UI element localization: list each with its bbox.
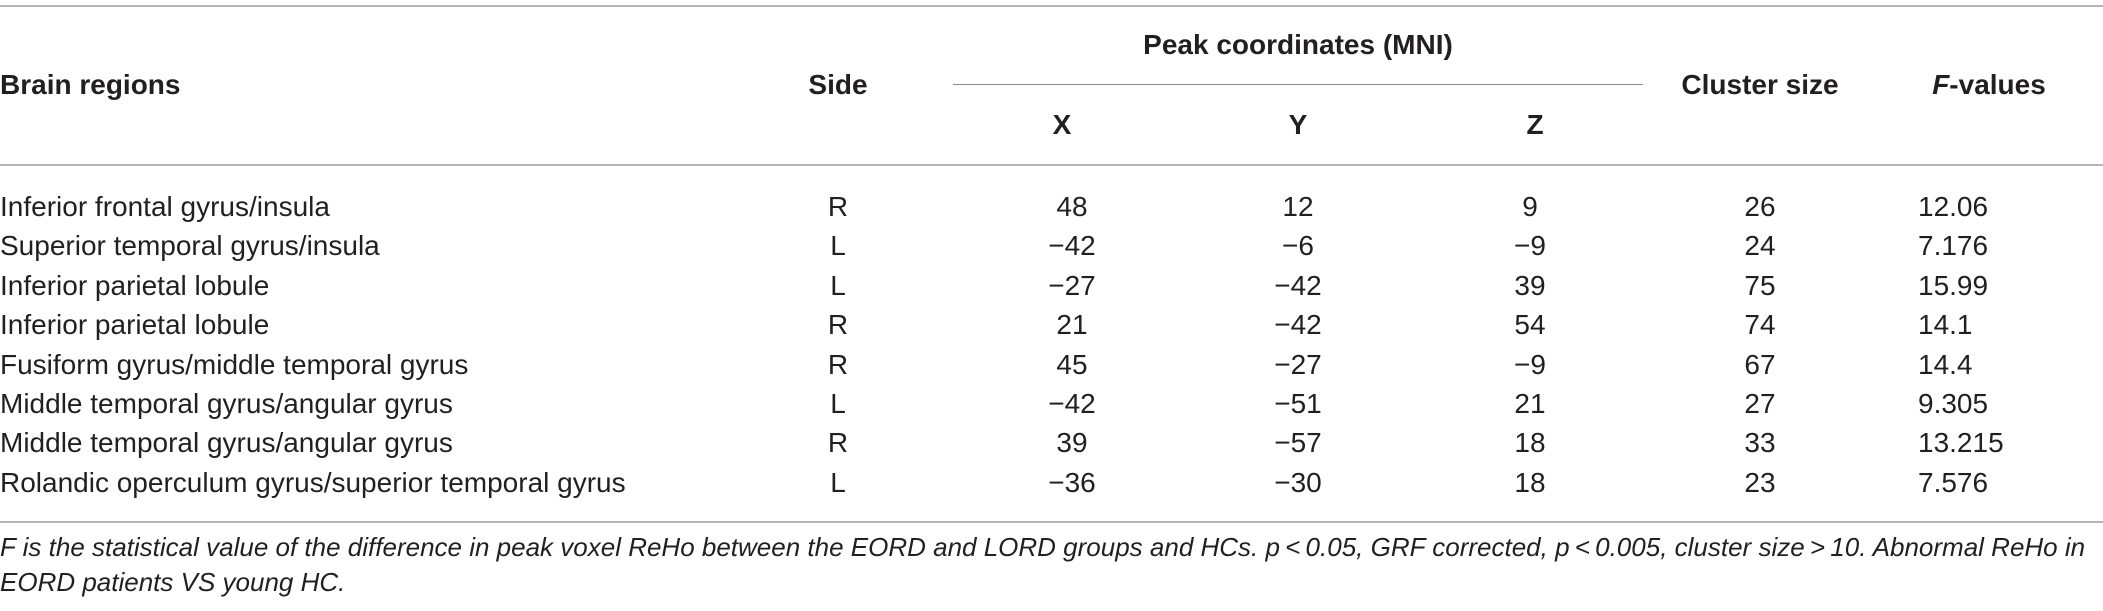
cell-f-value: 14.1 — [1918, 309, 1973, 341]
cell-brain-region: Middle temporal gyrus/angular gyrus — [0, 388, 453, 419]
cell-y: 12 — [1282, 191, 1314, 222]
cell-f-value: 9.305 — [1918, 388, 1989, 419]
cell-cluster-size: 24 — [1744, 230, 1776, 262]
table-header-rule — [0, 164, 2103, 166]
cell-y: −6 — [1282, 230, 1314, 262]
cell-z: 54 — [1514, 309, 1546, 341]
cell-side: R — [827, 348, 849, 380]
cell-x: 45 — [1056, 348, 1088, 380]
cell-cluster-size: 75 — [1744, 269, 1776, 301]
peak-coordinates-subrule — [953, 84, 1643, 85]
cell-brain-region: Inferior parietal lobule — [0, 309, 270, 341]
cell-z: −9 — [1514, 348, 1546, 380]
cell-x: 21 — [1056, 309, 1088, 341]
cell-f-value: 15.99 — [1918, 269, 1989, 301]
cell-cluster-size: 67 — [1744, 348, 1776, 380]
cell-brain-region: Inferior parietal lobule — [0, 269, 270, 301]
cell-cluster-size: 27 — [1744, 388, 1776, 419]
cell-side: L — [830, 466, 846, 498]
cell-x: 39 — [1056, 427, 1088, 459]
cell-y: −57 — [1274, 427, 1322, 459]
header-side: Side — [808, 69, 868, 100]
header-peak-coordinates: Peak coordinates (MNI) — [1143, 29, 1453, 60]
table-row: Middle temporal gyrus/angular gyrus L −42 −… — [0, 384, 2103, 423]
header-y: Y — [1288, 109, 1308, 140]
cell-brain-region: Middle temporal gyrus/angular gyrus — [0, 427, 453, 459]
cell-z: 21 — [1514, 388, 1546, 419]
cell-f-value: 13.215 — [1918, 427, 2004, 459]
cell-side: R — [827, 427, 849, 459]
header-f-values: F-values — [1932, 68, 2046, 102]
cell-z: 18 — [1514, 427, 1546, 459]
cell-side: L — [830, 230, 846, 262]
cell-side: L — [830, 388, 846, 419]
cell-z: 39 — [1514, 269, 1546, 301]
cell-y: −51 — [1274, 388, 1322, 419]
cell-cluster-size: 33 — [1744, 427, 1776, 459]
cell-brain-region: Inferior frontal gyrus/insula — [0, 191, 330, 222]
cell-z: 9 — [1522, 191, 1538, 222]
header-z: Z — [1526, 109, 1544, 140]
table-row: Superior temporal gyrus/insula L −42 −6 −9 24… — [0, 226, 2103, 265]
header-x: X — [1052, 109, 1072, 140]
table-footnote: F is the statistical value of the differ… — [0, 532, 2086, 597]
cell-brain-region: Fusiform gyrus/middle temporal gyrus — [0, 348, 469, 380]
header-f-suffix: -values — [1949, 69, 2046, 100]
table-row: Inferior frontal gyrus/insula R 48 12 9 26 12.… — [0, 187, 2103, 226]
table-row: Fusiform gyrus/middle temporal gyrus R 45 −… — [0, 345, 2103, 384]
cell-y: −42 — [1274, 309, 1322, 341]
table-bottom-rule — [0, 521, 2103, 523]
table-row: Middle temporal gyrus/angular gyrus R 39 −5… — [0, 423, 2103, 462]
table-top-rule — [0, 5, 2103, 7]
table-row: Inferior parietal lobule L −27 −42 39 75 15.99 — [0, 266, 2103, 305]
cell-f-value: 7.576 — [1918, 466, 1989, 498]
cell-brain-region: Rolandic operculum gyrus/superior tempor… — [0, 466, 626, 498]
header-cluster-size: Cluster size — [1681, 69, 1839, 100]
cell-f-value: 14.4 — [1918, 348, 1973, 380]
cell-z: −9 — [1514, 230, 1546, 262]
cell-cluster-size: 74 — [1744, 309, 1776, 341]
cell-f-value: 12.06 — [1918, 191, 1989, 222]
cell-y: −27 — [1274, 348, 1322, 380]
table-row: Inferior parietal lobule R 21 −42 54 74 14.1 — [0, 305, 2103, 344]
cell-x: −36 — [1048, 466, 1096, 498]
cell-side: L — [830, 269, 846, 301]
cell-brain-region: Superior temporal gyrus/insula — [0, 230, 380, 262]
cell-side: R — [827, 309, 849, 341]
cell-x: 48 — [1056, 191, 1088, 222]
cell-x: −27 — [1048, 269, 1096, 301]
cell-cluster-size: 26 — [1744, 191, 1776, 222]
cell-y: −42 — [1274, 269, 1322, 301]
cell-x: −42 — [1048, 230, 1096, 262]
cell-side: R — [827, 191, 849, 222]
cell-f-value: 7.176 — [1918, 230, 1989, 262]
cell-z: 18 — [1514, 466, 1546, 498]
header-brain-regions: Brain regions — [0, 69, 181, 100]
cell-x: −42 — [1048, 388, 1096, 419]
header-f-italic: F — [1932, 69, 1950, 100]
cell-cluster-size: 23 — [1744, 466, 1776, 498]
cell-y: −30 — [1274, 466, 1322, 498]
table-row: Rolandic operculum gyrus/superior tempor… — [0, 463, 2103, 502]
